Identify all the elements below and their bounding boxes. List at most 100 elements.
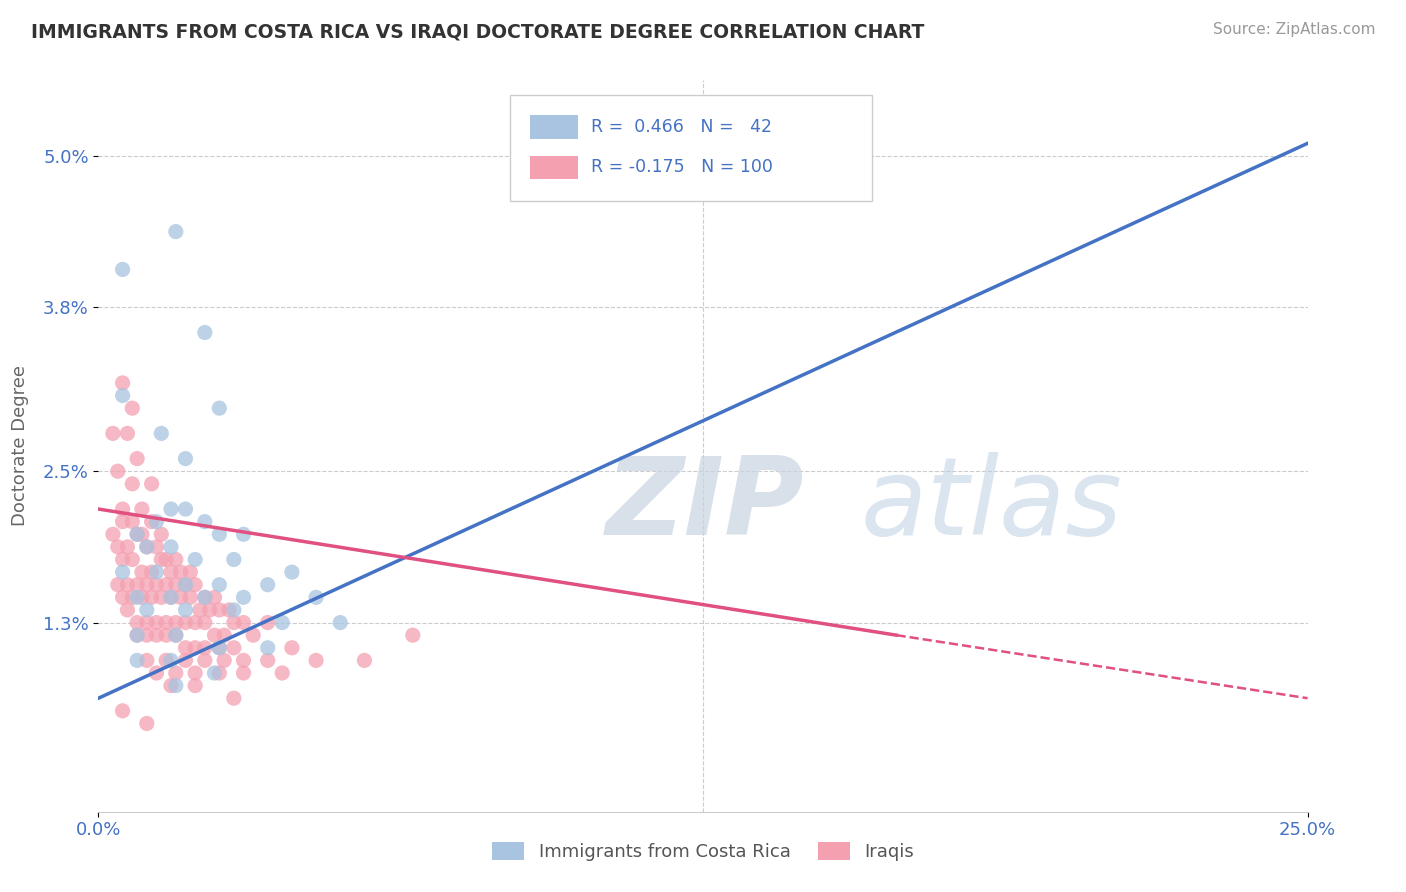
Point <box>127 527 149 541</box>
Point <box>174 578 197 592</box>
Point <box>117 578 139 592</box>
Point <box>135 628 157 642</box>
Y-axis label: Doctorate Degree: Doctorate Degree <box>11 366 30 526</box>
Point <box>121 552 143 566</box>
Point <box>165 628 187 642</box>
Point <box>111 704 134 718</box>
Point <box>135 578 157 592</box>
Point <box>184 679 207 693</box>
Point <box>160 653 183 667</box>
Point <box>184 640 207 655</box>
Point <box>111 591 134 605</box>
Point <box>135 540 157 554</box>
Point <box>131 527 153 541</box>
FancyBboxPatch shape <box>509 95 872 201</box>
Point <box>232 591 254 605</box>
Point <box>145 565 167 579</box>
Point <box>179 591 201 605</box>
Point <box>212 653 235 667</box>
Text: R =  0.466   N =   42: R = 0.466 N = 42 <box>591 118 772 136</box>
FancyBboxPatch shape <box>530 115 578 139</box>
Point <box>165 615 187 630</box>
Point <box>305 653 328 667</box>
Point <box>256 640 278 655</box>
Point <box>165 679 187 693</box>
Point <box>222 691 245 706</box>
Point <box>194 615 217 630</box>
Text: Source: ZipAtlas.com: Source: ZipAtlas.com <box>1212 22 1375 37</box>
Point <box>222 640 245 655</box>
Point <box>127 615 149 630</box>
Text: ZIP: ZIP <box>606 451 804 558</box>
Text: atlas: atlas <box>860 452 1122 557</box>
Point <box>141 476 163 491</box>
Point <box>107 464 129 478</box>
Point <box>135 603 157 617</box>
Point <box>141 515 163 529</box>
Point <box>135 540 157 554</box>
Point <box>232 615 254 630</box>
Point <box>184 615 207 630</box>
Point <box>135 653 157 667</box>
Point <box>204 591 226 605</box>
Point <box>155 653 177 667</box>
Point <box>256 578 278 592</box>
Point <box>174 451 197 466</box>
Point <box>117 540 139 554</box>
Point <box>305 591 328 605</box>
Point <box>145 578 167 592</box>
Point <box>232 653 254 667</box>
Point <box>145 628 167 642</box>
Point <box>402 628 425 642</box>
Point <box>165 628 187 642</box>
Point <box>145 540 167 554</box>
Point <box>127 653 149 667</box>
Point <box>169 591 191 605</box>
Text: R = -0.175   N = 100: R = -0.175 N = 100 <box>591 158 772 177</box>
Point <box>160 540 183 554</box>
Point <box>111 388 134 402</box>
Point <box>204 628 226 642</box>
Point <box>141 565 163 579</box>
Point <box>150 552 173 566</box>
Point <box>150 527 173 541</box>
Point <box>165 225 187 239</box>
Point <box>208 640 231 655</box>
Point <box>194 591 217 605</box>
Point <box>212 628 235 642</box>
Point <box>208 640 231 655</box>
Point <box>101 527 124 541</box>
Point <box>127 527 149 541</box>
Point <box>271 665 294 680</box>
Point <box>145 665 167 680</box>
Point <box>256 615 278 630</box>
Point <box>160 591 183 605</box>
Point <box>135 615 157 630</box>
Point <box>194 326 217 340</box>
Point <box>194 515 217 529</box>
Point <box>184 552 207 566</box>
Point <box>150 591 173 605</box>
Point <box>174 603 197 617</box>
Point <box>111 515 134 529</box>
Point <box>194 591 217 605</box>
Point <box>198 603 221 617</box>
Point <box>155 628 177 642</box>
Point <box>135 716 157 731</box>
Point <box>150 426 173 441</box>
Point <box>174 578 197 592</box>
Point <box>256 653 278 667</box>
Point <box>208 665 231 680</box>
Point <box>174 640 197 655</box>
Point <box>145 515 167 529</box>
Point <box>145 615 167 630</box>
Point <box>121 591 143 605</box>
Point <box>121 476 143 491</box>
Point <box>208 527 231 541</box>
Point <box>174 502 197 516</box>
Point <box>117 603 139 617</box>
Point <box>160 679 183 693</box>
Point <box>232 665 254 680</box>
Point <box>222 552 245 566</box>
Point <box>232 527 254 541</box>
